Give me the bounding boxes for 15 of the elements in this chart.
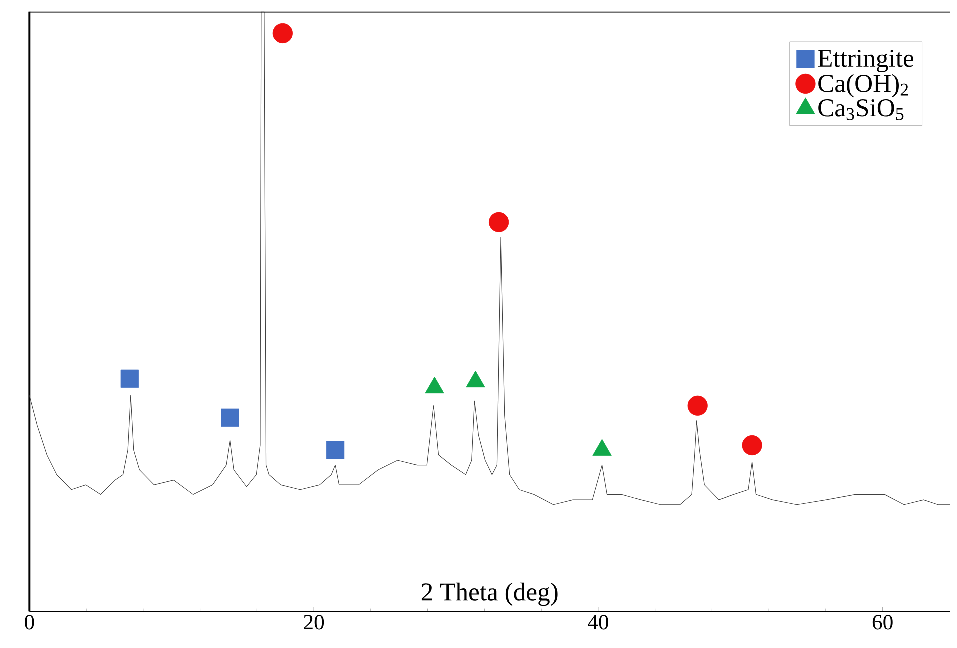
x-tick-label: 40 — [588, 614, 608, 630]
x-tick-label: 20 — [304, 614, 324, 630]
point — [120, 370, 139, 388]
point — [688, 396, 708, 416]
legend-label: Ca$_{3}$SiO$_{5}$ — [818, 99, 904, 120]
point — [742, 435, 762, 456]
point — [326, 441, 345, 460]
x-axis-title: 2 Theta (deg) — [422, 582, 558, 606]
legend-label: Ca(OH)$_{2}$ — [818, 74, 908, 98]
x-tick-label: 60 — [872, 614, 893, 630]
x-tick-label: 0 — [25, 614, 34, 630]
point — [488, 212, 510, 232]
legend-label: Ettringite — [818, 50, 914, 72]
point — [272, 23, 293, 44]
point — [221, 408, 240, 427]
